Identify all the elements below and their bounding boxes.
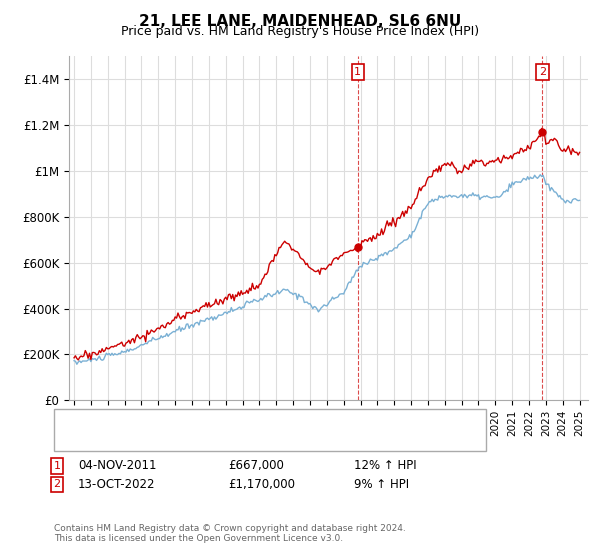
Text: 04-NOV-2011: 04-NOV-2011 (78, 459, 157, 473)
Text: 13-OCT-2022: 13-OCT-2022 (78, 478, 155, 491)
Text: 1: 1 (53, 461, 61, 471)
Text: 1: 1 (355, 67, 361, 77)
Text: HPI: Average price, detached house, Windsor and Maidenhead: HPI: Average price, detached house, Wind… (102, 434, 451, 444)
Text: 2: 2 (53, 479, 61, 489)
Text: £1,170,000: £1,170,000 (228, 478, 295, 491)
Text: Price paid vs. HM Land Registry's House Price Index (HPI): Price paid vs. HM Land Registry's House … (121, 25, 479, 38)
Text: 2: 2 (539, 67, 546, 77)
Text: 21, LEE LANE, MAIDENHEAD, SL6 6NU: 21, LEE LANE, MAIDENHEAD, SL6 6NU (139, 14, 461, 29)
Text: Contains HM Land Registry data © Crown copyright and database right 2024.
This d: Contains HM Land Registry data © Crown c… (54, 524, 406, 543)
Text: 21, LEE LANE, MAIDENHEAD, SL6 6NU (detached house): 21, LEE LANE, MAIDENHEAD, SL6 6NU (detac… (102, 416, 415, 426)
Text: 9% ↑ HPI: 9% ↑ HPI (354, 478, 409, 491)
Text: 12% ↑ HPI: 12% ↑ HPI (354, 459, 416, 473)
Text: £667,000: £667,000 (228, 459, 284, 473)
